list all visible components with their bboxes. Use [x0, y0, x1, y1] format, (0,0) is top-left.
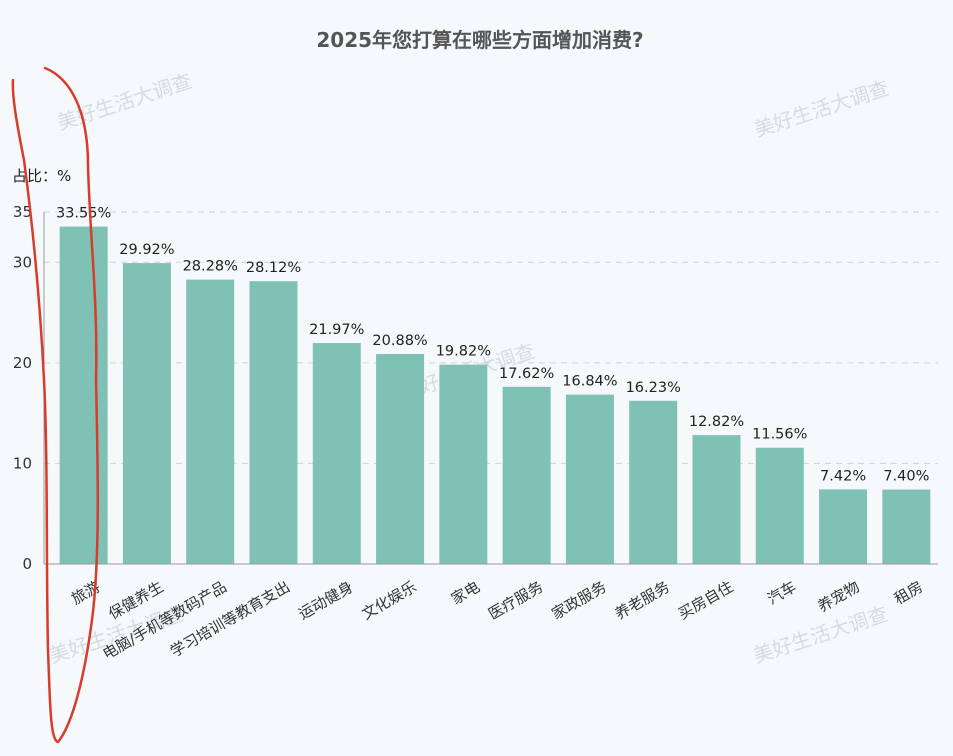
bar	[819, 489, 868, 564]
category-label: 家政服务	[549, 578, 610, 624]
watermark-text: 美好生活大调查	[751, 76, 892, 142]
y-tick-label: 10	[13, 454, 32, 472]
category-label: 学习培训等教育支出	[167, 578, 293, 661]
y-tick-label: 20	[13, 354, 32, 372]
y-tick-label: 30	[13, 253, 32, 271]
y-tick-label: 0	[22, 555, 32, 573]
grid-lines	[44, 211, 938, 464]
category-label: 租房	[891, 578, 926, 609]
value-label: 19.82%	[436, 344, 491, 360]
value-label: 7.42%	[820, 468, 866, 484]
watermark-text: 美好生活大调查	[54, 69, 195, 135]
bar	[376, 354, 425, 564]
value-label: 7.40%	[883, 469, 929, 485]
value-label: 16.84%	[562, 374, 617, 390]
bar	[186, 279, 235, 564]
category-label: 旅游	[68, 578, 103, 609]
y-axis-label: 占比：%	[12, 167, 71, 185]
bar	[565, 394, 614, 564]
y-axis-ticks: 0 10 20 30 35	[13, 203, 32, 573]
value-labels: 33.55% 29.92% 28.28% 28.12% 21.97% 20.88% 19.8…	[56, 206, 929, 485]
value-label: 11.56%	[752, 427, 807, 443]
bars	[59, 226, 931, 564]
bar	[249, 281, 298, 564]
bar	[59, 226, 108, 564]
value-label: 20.88%	[372, 333, 427, 349]
bar	[755, 447, 804, 564]
value-label: 17.62%	[499, 366, 554, 382]
category-label: 医疗服务	[485, 578, 546, 624]
value-label: 16.23%	[626, 380, 681, 396]
category-label: 养老服务	[612, 578, 673, 624]
value-label: 28.12%	[246, 260, 301, 276]
chart-title: 2025年您打算在哪些方面增加消费?	[316, 28, 643, 52]
category-label: 文化娱乐	[359, 578, 420, 624]
value-label: 29.92%	[119, 242, 174, 258]
value-label: 33.55%	[56, 206, 111, 222]
bar	[882, 489, 931, 564]
bar	[122, 263, 171, 564]
category-label: 买房自住	[675, 578, 736, 624]
category-label: 汽车	[764, 578, 799, 609]
bar	[439, 364, 488, 564]
y-tick-label: 35	[13, 203, 32, 221]
category-label: 家电	[448, 578, 483, 609]
hand-drawn-annotation	[11, 66, 100, 744]
value-label: 12.82%	[689, 414, 744, 430]
bar	[629, 400, 678, 564]
bar	[312, 343, 361, 564]
category-label: 运动健身	[295, 578, 356, 624]
value-label: 28.28%	[183, 259, 238, 275]
bar	[502, 386, 551, 564]
bar	[692, 435, 741, 564]
value-label: 21.97%	[309, 322, 364, 338]
